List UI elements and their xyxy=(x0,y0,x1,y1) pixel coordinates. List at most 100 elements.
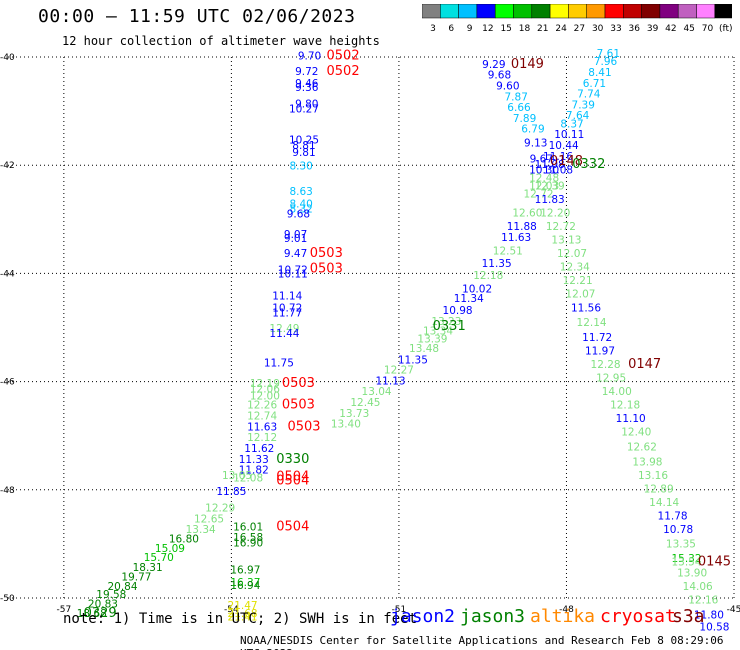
wave-height-label: 10.27 xyxy=(289,104,319,116)
wave-height-label: 16.58 xyxy=(233,532,263,544)
wave-height-label: 13.98 xyxy=(632,456,662,468)
wave-height-label: 11.83 xyxy=(535,194,565,206)
wave-height-label: 13.90 xyxy=(677,567,707,579)
pass-time-label: 0503 xyxy=(282,376,315,391)
wave-height-label: 9.68 xyxy=(287,209,310,221)
wave-height-label: 11.10 xyxy=(616,413,646,425)
wave-height-label: 9.80 xyxy=(295,98,318,110)
wave-height-label: 12.00 xyxy=(250,390,280,402)
wave-height-label: 9.01 xyxy=(284,233,307,245)
colorbar-tick-label: 45 xyxy=(683,24,694,34)
colorbar-tick-label: 3 xyxy=(430,24,436,34)
wave-height-label: 9.07 xyxy=(284,229,307,241)
wave-height-label: 12.26 xyxy=(247,400,277,412)
wave-height-label: 10.58 xyxy=(699,621,729,633)
legend-cryosat: cryosat xyxy=(600,606,676,627)
wave-height-label: 12.65 xyxy=(194,513,224,525)
pass-time-label: 0503 xyxy=(310,246,343,261)
wave-height-label: 16.37 xyxy=(230,577,260,589)
wave-height-label: 13.05 xyxy=(222,470,252,482)
wave-height-label: 11.44 xyxy=(269,328,299,340)
pass-time-label: 0148 xyxy=(550,154,583,169)
wave-height-label: 8.63 xyxy=(289,186,312,198)
wave-height-label: 19.77 xyxy=(121,572,151,584)
wave-height-label: 11.33 xyxy=(239,454,269,466)
wave-height-label: 11.78 xyxy=(658,511,688,523)
wave-height-label: 8.30 xyxy=(289,161,312,173)
wave-height-label: 8.40 xyxy=(289,198,312,210)
y-tick-label: -48 xyxy=(0,486,15,496)
wave-height-label: 15.32 xyxy=(671,553,701,565)
wave-height-label: 14.14 xyxy=(649,497,679,509)
pass-time-label: 0504 xyxy=(276,473,309,488)
wave-height-label: 13.48 xyxy=(409,343,439,355)
wave-height-label: 11.62 xyxy=(244,443,274,455)
wave-height-label: 10.98 xyxy=(443,305,473,317)
wave-height-label: 13.73 xyxy=(339,408,369,420)
wave-height-label: 21.41 xyxy=(228,612,258,624)
pass-time-label: 0503 xyxy=(310,261,343,276)
wave-height-label: 9.29 xyxy=(482,59,505,71)
wave-height-label: 11.13 xyxy=(376,375,406,387)
wave-height-label: 11.35 xyxy=(482,258,512,270)
wave-height-label: 13.34 xyxy=(423,326,453,338)
legend-note: note: 1) Time is in UTC; 2) SWH is in fe… xyxy=(63,611,418,627)
wave-height-label: 13.54 xyxy=(671,557,701,569)
wave-height-label: 12.28 xyxy=(591,359,621,371)
wave-height-label: 16.90 xyxy=(233,538,263,550)
wave-height-label: 18.31 xyxy=(133,562,163,574)
wave-height-label: 12.51 xyxy=(493,245,523,257)
colorbar-tick-label: 36 xyxy=(629,24,641,34)
wave-height-label: 12.20 xyxy=(540,208,570,220)
colorbar-tick-label: 18 xyxy=(519,24,531,34)
wave-height-label: 11.72 xyxy=(582,332,612,344)
wave-height-label: 12.49 xyxy=(269,323,299,335)
pass-time-label: 0331 xyxy=(433,319,466,334)
pass-time-label: 0503 xyxy=(282,398,315,413)
wave-height-label: 13.16 xyxy=(638,470,668,482)
wave-height-label: 7.74 xyxy=(577,89,601,101)
wave-height-label: 11.75 xyxy=(264,357,294,369)
wave-height-label: 21.68 xyxy=(228,608,258,620)
wave-height-label: 13.23 xyxy=(431,316,461,328)
wave-height-label: 9.81 xyxy=(292,147,315,159)
wave-height-label: 11.16 xyxy=(543,151,573,163)
wave-height-label: 13.34 xyxy=(186,524,216,536)
chart-subtitle: 12 hour collection of altimeter wave hei… xyxy=(62,34,380,48)
pass-time-label: 0329 xyxy=(84,606,117,621)
wave-height-label: 11.08 xyxy=(543,164,573,176)
wave-height-label: 11.34 xyxy=(454,293,484,305)
wave-height-label: 11.97 xyxy=(585,346,615,358)
x-tick-label: -51 xyxy=(392,605,407,615)
wave-height-label: 19.58 xyxy=(96,589,126,601)
colorbar-tick-label: 15 xyxy=(500,24,511,34)
wave-height-label: 12.39 xyxy=(535,181,565,193)
wave-height-label: 18.68 xyxy=(77,608,107,620)
wave-height-label: 21.47 xyxy=(228,600,258,612)
wave-height-label: 20.83 xyxy=(88,599,118,611)
wave-height-label: 11.82 xyxy=(239,465,269,477)
wave-height-label: 10.25 xyxy=(289,135,319,147)
wave-height-label: 12.06 xyxy=(250,383,280,395)
wave-height-label: 12.27 xyxy=(384,364,414,376)
wave-height-label: 12.62 xyxy=(627,441,657,453)
wave-height-label: 12.40 xyxy=(621,427,651,439)
colorbar-tick-label: (ft) xyxy=(719,24,732,34)
wave-height-label: 9.13 xyxy=(524,137,547,149)
wave-height-label: 9.68 xyxy=(488,70,511,82)
pass-time-label: 0332 xyxy=(572,157,605,172)
wave-height-label: 12.95 xyxy=(596,373,626,385)
colorbar-tick-label: 42 xyxy=(665,24,676,34)
wave-height-label: 12.03 xyxy=(529,181,559,193)
wave-height-label: 8.32 xyxy=(289,203,312,215)
wave-height-label: 15.09 xyxy=(155,543,185,555)
wave-height-label: 12.18 xyxy=(610,400,640,412)
wave-height-label: 10.44 xyxy=(549,140,579,152)
pass-time-label: 0145 xyxy=(698,555,731,570)
wave-height-label: 11.08 xyxy=(535,159,565,171)
x-tick-label: -54 xyxy=(224,605,239,615)
pass-time-label: 0504 xyxy=(276,519,309,534)
wave-height-label: 6.79 xyxy=(521,124,544,136)
wave-height-label: 12.72 xyxy=(524,189,554,201)
wave-height-label: 8.81 xyxy=(292,140,315,152)
